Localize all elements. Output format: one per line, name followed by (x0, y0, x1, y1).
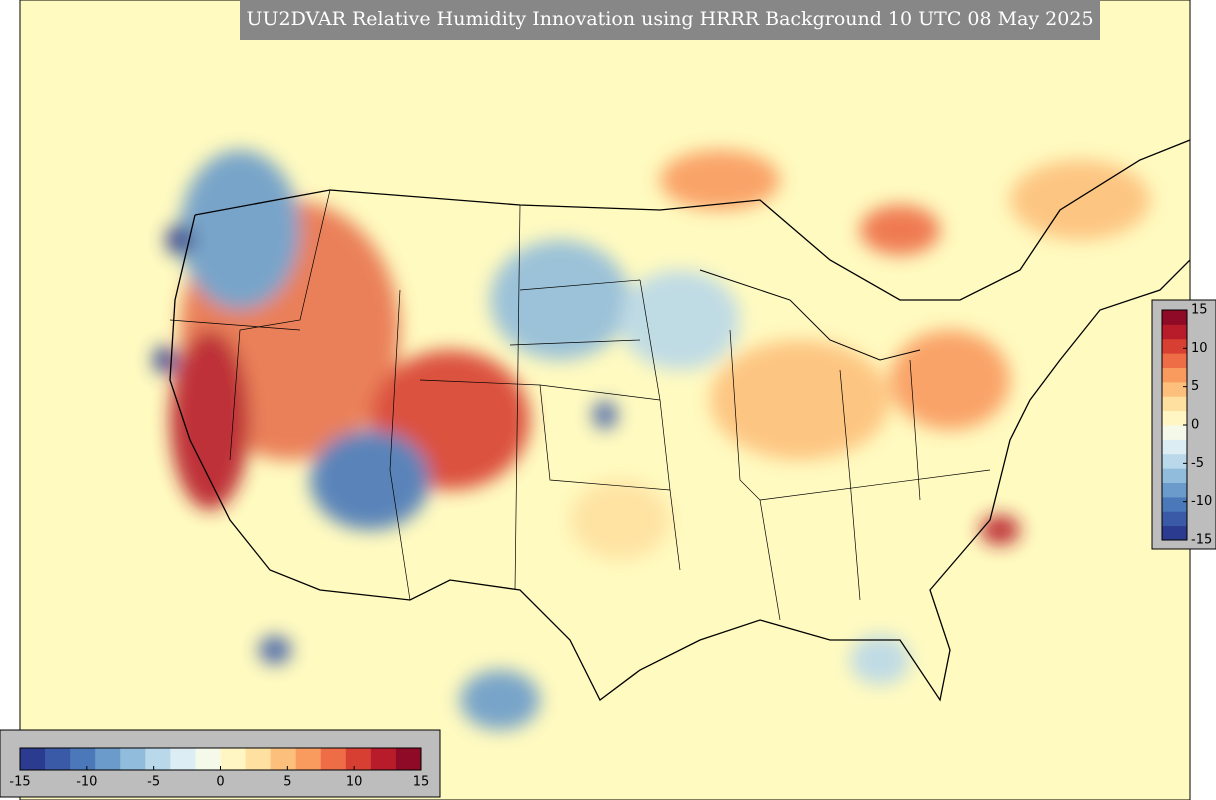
tick-label: -15 (1191, 533, 1212, 548)
map-field (20, 0, 1190, 800)
colorbar-swatch (145, 748, 171, 770)
colorbar-swatch (1162, 511, 1187, 527)
tick-label: 15 (1191, 303, 1208, 318)
colorbar-swatch (1162, 496, 1187, 512)
tick-label: 0 (216, 775, 224, 790)
colorbar-swatch (195, 748, 221, 770)
tick-label: -10 (1191, 494, 1212, 509)
tick-label: -10 (76, 775, 97, 790)
colorbar-swatch (1162, 439, 1187, 455)
colorbar-swatch (320, 748, 347, 770)
colorbar-swatch (1162, 468, 1187, 483)
colorbar-swatch (270, 748, 297, 770)
tick-label: 15 (413, 775, 430, 790)
colorbar-swatch (20, 748, 46, 770)
colorbar-swatch (1162, 525, 1187, 541)
colorbar-swatch (1162, 353, 1187, 368)
colorbar-swatch (1162, 425, 1187, 440)
tick-label: 0 (1191, 418, 1199, 433)
colorbar-swatch (345, 748, 372, 770)
colorbar-swatch (45, 748, 71, 770)
tick-label: 5 (283, 775, 291, 790)
colorbar-vertical: -15 -10 -5 0 5 10 15 (1161, 303, 1212, 548)
colorbar-swatch (370, 748, 397, 770)
tick-label: 10 (346, 775, 363, 790)
title: UU2DVAR Relative Humidity Innovation usi… (246, 8, 1093, 30)
colorbar-swatch (1162, 324, 1187, 340)
colorbar-swatch (1162, 396, 1187, 412)
colorbar-swatch (395, 748, 422, 770)
colorbar-swatch (1162, 410, 1187, 426)
tick-label: -15 (9, 775, 30, 790)
tick-label: -5 (147, 775, 160, 790)
colorbar-swatch (245, 748, 272, 770)
colorbar-swatch (120, 748, 146, 770)
colorbar-horizontal: -15 -10 -5 0 5 10 15 (9, 747, 430, 790)
colorbar-swatch (95, 748, 121, 770)
colorbar-swatch (1162, 367, 1187, 383)
colorbar-swatch (220, 748, 247, 770)
colorbar-swatch (70, 748, 96, 770)
title-box (240, 0, 1100, 40)
colorbar-swatch (170, 748, 196, 770)
colorbar-swatch (1162, 453, 1187, 469)
tick-label: 10 (1191, 341, 1208, 356)
colorbar-swatch (1162, 310, 1187, 325)
tick-label: -5 (1191, 456, 1204, 471)
colorbar-swatch (1162, 338, 1187, 354)
colorbar-swatch (1162, 482, 1187, 498)
colorbar-swatch (295, 748, 322, 770)
colorbar-swatch (1162, 381, 1187, 397)
tick-label: 5 (1191, 379, 1199, 394)
